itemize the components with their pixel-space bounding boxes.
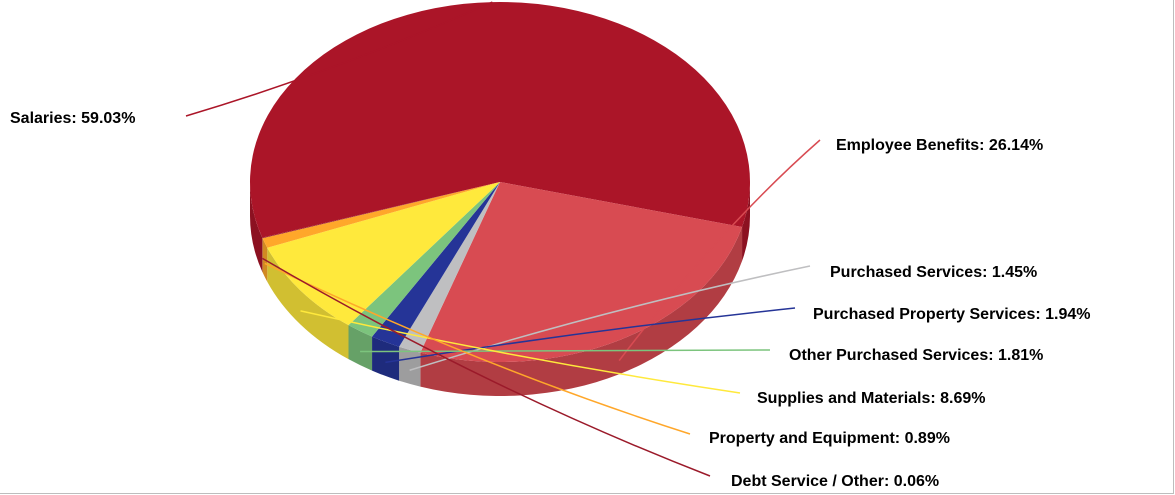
connector-salaries bbox=[185, 1, 493, 117]
slice-labels: Salaries: 59.03% Employee Benefits: 26.14… bbox=[10, 110, 1090, 490]
pie-slice-property-and-equipment[interactable] bbox=[262, 182, 500, 248]
pie-side-purchased-services bbox=[399, 346, 421, 387]
label-supplies-and-materials: Supplies and Materials: 8.69% bbox=[757, 390, 986, 407]
pie-slice-other-purchased-services[interactable] bbox=[348, 182, 500, 337]
pie-sides bbox=[250, 182, 750, 397]
connector-other-purchased-services bbox=[360, 349, 771, 353]
label-other-purchased-services: Other Purchased Services: 1.81% bbox=[789, 347, 1043, 364]
connector-debt-service-other bbox=[262, 257, 711, 477]
pie-slice-supplies-and-materials[interactable] bbox=[267, 182, 500, 326]
label-purchased-services: Purchased Services: 1.45% bbox=[830, 264, 1037, 281]
label-debt-service-other: Debt Service / Other: 0.06% bbox=[731, 473, 939, 490]
connector-purchased-services bbox=[409, 265, 811, 371]
label-salaries: Salaries: 59.03% bbox=[10, 110, 135, 127]
connector-property-and-equipment bbox=[264, 262, 691, 435]
pie-slice-salaries[interactable] bbox=[250, 2, 751, 238]
label-property-and-equipment: Property and Equipment: 0.89% bbox=[709, 430, 950, 447]
pie-side-salaries bbox=[742, 182, 750, 262]
pie-slice-employee-benefits[interactable] bbox=[420, 182, 743, 362]
pie-slice-purchased-property-services[interactable] bbox=[372, 182, 500, 347]
pie-side-other-purchased-services bbox=[348, 325, 373, 371]
connector-purchased-property-services bbox=[385, 307, 796, 364]
label-connectors bbox=[185, 1, 821, 477]
connector-supplies-and-materials bbox=[300, 310, 741, 394]
label-purchased-property-services: Purchased Property Services: 1.94% bbox=[813, 306, 1090, 323]
label-employee-benefits: Employee Benefits: 26.14% bbox=[836, 137, 1043, 154]
pie-side-purchased-property-services bbox=[372, 336, 400, 381]
pie-side-supplies-and-materials bbox=[267, 247, 349, 360]
pie-slices bbox=[250, 2, 751, 362]
pie-slice-debt-service-other[interactable] bbox=[262, 182, 500, 239]
connector-employee-benefits bbox=[618, 139, 821, 362]
pie-side-salaries bbox=[250, 182, 263, 272]
pie-side-employee-benefits bbox=[420, 227, 743, 397]
pie-slice-purchased-services[interactable] bbox=[399, 182, 500, 353]
